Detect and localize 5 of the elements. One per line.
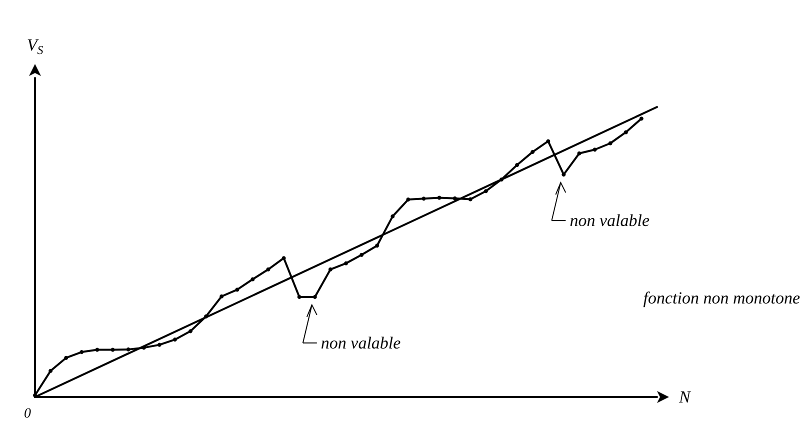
annotation: non valable bbox=[570, 211, 650, 230]
annotation: non valable bbox=[320, 333, 402, 352]
annotation: fonction non monotone bbox=[643, 288, 800, 308]
text: 0 bbox=[24, 406, 31, 422]
x-axis-title: N bbox=[678, 388, 692, 406]
